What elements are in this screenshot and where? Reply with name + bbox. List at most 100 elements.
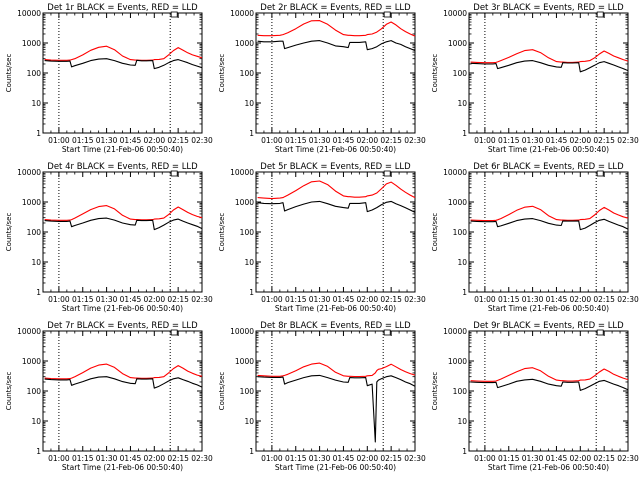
- y-tick-label: 100: [453, 69, 468, 78]
- y-tick-label: 10: [244, 417, 254, 426]
- x-tick-label: 02:15: [593, 295, 615, 304]
- y-tick-label: 1000: [235, 39, 254, 48]
- plot-frame: [42, 12, 203, 134]
- top-marker-box: [596, 11, 604, 18]
- x-axis-label: Start Time (21-Feb-06 00:50:40): [488, 145, 609, 154]
- x-axis-label: Start Time (21-Feb-06 00:50:40): [62, 304, 183, 313]
- y-tick-label: 100: [240, 69, 255, 78]
- y-tick-label: 1: [462, 288, 467, 297]
- x-tick-label: 02:30: [617, 295, 639, 304]
- plot-frame: [255, 12, 416, 134]
- chart-panel: Det 3r BLACK = Events, RED = LLD 1 10 100 10…: [431, 3, 639, 154]
- chart-title: Det 9r BLACK = Events, RED = LLD: [473, 321, 624, 331]
- y-tick-label: 1: [249, 129, 254, 138]
- chart-panel: Det 9r BLACK = Events, RED = LLD 1 10 100 10…: [431, 321, 639, 472]
- series-line-black: [257, 200, 416, 213]
- x-tick-label: 02:30: [191, 454, 213, 463]
- y-axis-label: Counts/sec: [218, 213, 226, 252]
- chart-panel: Det 6r BLACK = Events, RED = LLD 1 10 100 10…: [431, 162, 639, 313]
- y-tick-label: 1: [249, 447, 254, 456]
- chart-title: Det 7r BLACK = Events, RED = LLD: [47, 321, 198, 331]
- x-tick-label: 01:30: [522, 454, 544, 463]
- y-axis-label: Counts/sec: [431, 54, 439, 93]
- x-tick-label: 01:00: [48, 295, 70, 304]
- y-tick-label: 10: [457, 417, 467, 426]
- x-tick-label: 02:00: [569, 454, 591, 463]
- y-tick-label: 10000: [443, 168, 467, 177]
- x-tick-label: 02:15: [380, 454, 402, 463]
- top-marker-box: [383, 329, 391, 336]
- chart-title: Det 2r BLACK = Events, RED = LLD: [260, 3, 411, 13]
- y-tick-label: 1: [36, 129, 41, 138]
- top-marker-box: [170, 170, 178, 177]
- series-line-red: [470, 367, 629, 382]
- y-tick-label: 10: [31, 99, 41, 108]
- plot-frame: [255, 171, 416, 293]
- y-axis-label: Counts/sec: [5, 213, 13, 252]
- x-tick-label: 01:15: [72, 136, 94, 145]
- chart-title: Det 4r BLACK = Events, RED = LLD: [47, 162, 198, 172]
- x-tick-label: 01:15: [285, 454, 307, 463]
- x-tick-label: 01:15: [72, 295, 94, 304]
- y-axis-label: Counts/sec: [431, 213, 439, 252]
- x-tick-label: 02:30: [404, 136, 426, 145]
- chart-title: Det 3r BLACK = Events, RED = LLD: [473, 3, 624, 13]
- x-tick-label: 02:00: [356, 136, 378, 145]
- x-tick-label: 01:30: [522, 136, 544, 145]
- y-tick-label: 100: [240, 228, 255, 237]
- y-tick-label: 100: [27, 387, 42, 396]
- plot-frame: [468, 330, 629, 452]
- plot-frame: [255, 330, 416, 452]
- plot-frame: [42, 330, 203, 452]
- y-tick-label: 10000: [230, 327, 254, 336]
- chart-panel: Det 1r BLACK = Events, RED = LLD 1 10 100 10…: [5, 3, 213, 154]
- top-marker-box: [383, 170, 391, 177]
- series-line-black: [44, 217, 203, 231]
- x-tick-label: 01:15: [285, 136, 307, 145]
- x-axis-label: Start Time (21-Feb-06 00:50:40): [62, 463, 183, 472]
- y-axis-label: Counts/sec: [5, 54, 13, 93]
- x-tick-label: 02:15: [167, 136, 189, 145]
- x-tick-label: 01:45: [120, 136, 142, 145]
- y-tick-label: 1: [36, 288, 41, 297]
- x-tick-label: 02:00: [143, 136, 165, 145]
- series-line-red: [257, 20, 416, 37]
- top-marker-box: [170, 11, 178, 18]
- y-tick-label: 100: [240, 387, 255, 396]
- y-tick-label: 100: [453, 228, 468, 237]
- x-tick-label: 01:45: [546, 454, 568, 463]
- chart-title: Det 1r BLACK = Events, RED = LLD: [47, 3, 198, 13]
- x-tick-label: 02:30: [617, 454, 639, 463]
- y-tick-label: 1: [462, 447, 467, 456]
- x-tick-label: 02:15: [167, 295, 189, 304]
- x-tick-label: 01:00: [48, 454, 70, 463]
- x-tick-label: 01:45: [120, 454, 142, 463]
- x-tick-label: 01:15: [72, 454, 94, 463]
- plot-frame: [42, 171, 203, 293]
- y-tick-label: 10: [31, 258, 41, 267]
- x-tick-label: 01:45: [546, 136, 568, 145]
- x-tick-label: 02:30: [191, 295, 213, 304]
- x-tick-label: 01:30: [96, 136, 118, 145]
- y-tick-label: 1000: [235, 357, 254, 366]
- y-tick-label: 1000: [22, 39, 41, 48]
- x-tick-label: 01:30: [309, 454, 331, 463]
- x-axis-label: Start Time (21-Feb-06 00:50:40): [488, 304, 609, 313]
- y-tick-label: 10000: [443, 327, 467, 336]
- chart-panel: Det 4r BLACK = Events, RED = LLD 1 10 100 10…: [5, 162, 213, 313]
- chart-title: Det 5r BLACK = Events, RED = LLD: [260, 162, 411, 172]
- y-tick-label: 10: [31, 417, 41, 426]
- series-line-red: [257, 180, 416, 200]
- x-tick-label: 02:15: [167, 454, 189, 463]
- y-tick-label: 10: [457, 99, 467, 108]
- x-tick-label: 02:00: [356, 295, 378, 304]
- x-axis-label: Start Time (21-Feb-06 00:50:40): [488, 463, 609, 472]
- x-axis-label: Start Time (21-Feb-06 00:50:40): [275, 463, 396, 472]
- x-axis-label: Start Time (21-Feb-06 00:50:40): [275, 145, 396, 154]
- y-tick-label: 1000: [22, 198, 41, 207]
- chart-panel: Det 5r BLACK = Events, RED = LLD 1 10 100 10…: [218, 162, 426, 313]
- x-tick-label: 01:45: [333, 295, 355, 304]
- x-tick-label: 02:00: [569, 136, 591, 145]
- x-tick-label: 01:30: [96, 454, 118, 463]
